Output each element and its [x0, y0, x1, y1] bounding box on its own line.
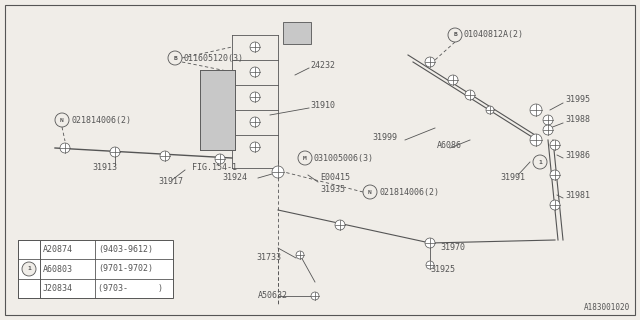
Text: 31988: 31988 [565, 116, 590, 124]
Text: 01040812A(2): 01040812A(2) [464, 30, 524, 39]
Circle shape [543, 115, 553, 125]
Text: (9403-9612): (9403-9612) [98, 245, 153, 254]
Text: B: B [453, 33, 457, 37]
Text: A183001020: A183001020 [584, 303, 630, 312]
Text: 011605120(3): 011605120(3) [184, 53, 244, 62]
Circle shape [311, 292, 319, 300]
Bar [18, 240, 173, 298]
Circle shape [550, 170, 560, 180]
Text: (9703-      ): (9703- ) [98, 284, 163, 293]
Circle shape [425, 238, 435, 248]
Text: N: N [368, 189, 372, 195]
Circle shape [543, 125, 553, 135]
Circle shape [250, 142, 260, 152]
Bar [18, 240, 40, 298]
Circle shape [363, 185, 377, 199]
Circle shape [448, 28, 462, 42]
Text: (9701-9702): (9701-9702) [98, 265, 153, 274]
Text: A50632: A50632 [258, 291, 288, 300]
Text: E00415: E00415 [320, 173, 350, 182]
Circle shape [530, 104, 542, 116]
Circle shape [22, 262, 36, 276]
Circle shape [110, 147, 120, 157]
Circle shape [250, 117, 260, 127]
Text: 1: 1 [538, 159, 542, 164]
Circle shape [550, 140, 560, 150]
Text: 031005006(3): 031005006(3) [314, 154, 374, 163]
Text: 31995: 31995 [565, 95, 590, 105]
Circle shape [250, 67, 260, 77]
Circle shape [272, 166, 284, 178]
Circle shape [160, 151, 170, 161]
Text: 31981: 31981 [565, 190, 590, 199]
Text: A20874: A20874 [43, 245, 73, 254]
Circle shape [298, 151, 312, 165]
Text: A60803: A60803 [43, 265, 73, 274]
Circle shape [448, 75, 458, 85]
Text: FIG.154-1: FIG.154-1 [192, 164, 237, 172]
Text: 31935: 31935 [320, 186, 345, 195]
Text: 31913: 31913 [92, 164, 117, 172]
Circle shape [533, 155, 547, 169]
Circle shape [168, 51, 182, 65]
Circle shape [60, 143, 70, 153]
Circle shape [335, 220, 345, 230]
Circle shape [425, 57, 435, 67]
Text: 24232: 24232 [310, 60, 335, 69]
Bar [283, 22, 311, 44]
Text: J20834: J20834 [43, 284, 73, 293]
Text: 31917: 31917 [158, 178, 183, 187]
Text: 021814006(2): 021814006(2) [71, 116, 131, 124]
Circle shape [250, 92, 260, 102]
Circle shape [486, 106, 494, 114]
Circle shape [296, 251, 304, 259]
Text: 31986: 31986 [565, 150, 590, 159]
Circle shape [530, 134, 542, 146]
Text: M: M [303, 156, 307, 161]
Text: 31910: 31910 [310, 100, 335, 109]
Circle shape [250, 42, 260, 52]
Text: 31999: 31999 [372, 133, 397, 142]
Text: N: N [60, 117, 64, 123]
Circle shape [215, 154, 225, 164]
Text: 31991: 31991 [500, 173, 525, 182]
Text: 31924: 31924 [222, 173, 247, 182]
Text: B: B [173, 55, 177, 60]
Text: 1: 1 [27, 267, 31, 271]
Text: A6086: A6086 [437, 140, 462, 149]
Text: 31925: 31925 [430, 266, 455, 275]
Bar [200, 70, 235, 150]
Text: 31970: 31970 [440, 244, 465, 252]
Text: 021814006(2): 021814006(2) [379, 188, 439, 196]
Circle shape [55, 113, 69, 127]
Text: 31733: 31733 [256, 253, 281, 262]
Circle shape [550, 200, 560, 210]
Circle shape [426, 261, 434, 269]
Circle shape [465, 90, 475, 100]
